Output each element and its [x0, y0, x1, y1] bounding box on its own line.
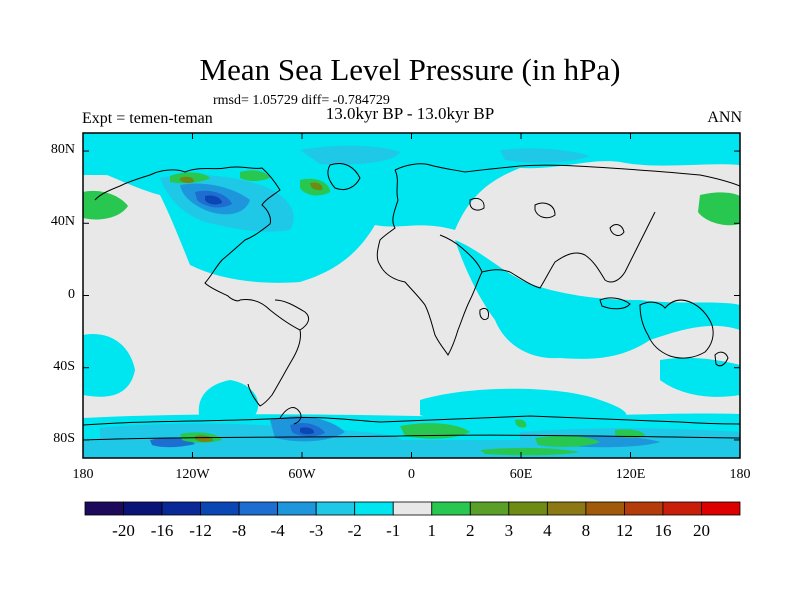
colorbar-level-label: -12: [189, 521, 212, 540]
colorbar-level-label: -3: [309, 521, 324, 540]
tick-marks: [82, 133, 741, 458]
lon-tick-label: 180: [729, 467, 751, 482]
period-subtitle: 13.0kyr BP - 13.0kyr BP: [325, 104, 495, 123]
lon-tick-label: 180: [72, 467, 94, 482]
colorbar-level-label: -20: [112, 521, 135, 540]
contour-level-minus8: [205, 195, 315, 435]
coastlines: [83, 163, 740, 441]
colorbar-level-label: -4: [270, 521, 285, 540]
colorbar-box: [238, 501, 279, 516]
lon-tick-label: 120E: [615, 467, 646, 482]
colorbar-box: [277, 501, 317, 516]
colorbar-box: [315, 501, 356, 516]
lat-tick-label: 80S: [53, 430, 75, 446]
colorbar-level-label: 4: [543, 521, 552, 540]
colorbar-box: [701, 501, 741, 516]
lat-tick-label: 40N: [50, 214, 75, 230]
lon-tick-label: 120W: [175, 467, 210, 482]
colorbar-box: [161, 501, 201, 516]
colorbar-box: [469, 501, 510, 516]
lat-tick-label: 0: [68, 286, 75, 302]
colorbar-level-label: -16: [150, 521, 174, 540]
lon-tick-label: 60W: [288, 467, 316, 482]
map-field: [83, 133, 740, 458]
rmsd-diff-stats: rmsd= 1.05729 diff= -0.784729: [213, 93, 390, 108]
colorbar-box: [200, 501, 240, 516]
colorbar-box: [354, 501, 394, 516]
colorbar-level-label: 16: [654, 521, 672, 540]
lon-tick-label: 60E: [509, 467, 533, 482]
colorbar-box: [508, 501, 548, 516]
lon-tick-label: 0: [408, 467, 415, 482]
colorbar-box: [123, 501, 163, 516]
map-title: Mean Sea Level Pressure (in hPa): [199, 52, 621, 87]
colorbar-box: [546, 501, 587, 516]
colorbar-level-label: 2: [466, 521, 475, 540]
colorbar-level-label: -1: [386, 521, 401, 540]
colorbar-box: [624, 501, 664, 516]
lat-tick-label: 40S: [53, 358, 75, 374]
colorbar-box: [431, 501, 471, 516]
experiment-label: Expt = temen-teman: [82, 110, 213, 127]
colorbar-box: [585, 501, 625, 516]
colorbar-level-label: -2: [347, 521, 362, 540]
colorbar-level-label: 20: [692, 521, 710, 540]
season-label: ANN: [707, 109, 742, 126]
colorbar-level-label: -8: [232, 521, 247, 540]
colorbar-level-label: 8: [581, 521, 591, 540]
lat-tick-label: 80N: [50, 142, 75, 158]
colorbar-box: [84, 501, 124, 516]
colorbar-level-label: 12: [615, 521, 633, 540]
colorbar-box: [662, 501, 702, 516]
colorbar-level-label: 1: [427, 521, 437, 540]
colorbar-boxes: [84, 501, 741, 516]
colorbar-level-label: 3: [504, 521, 514, 540]
colorbar-box: [392, 501, 433, 516]
